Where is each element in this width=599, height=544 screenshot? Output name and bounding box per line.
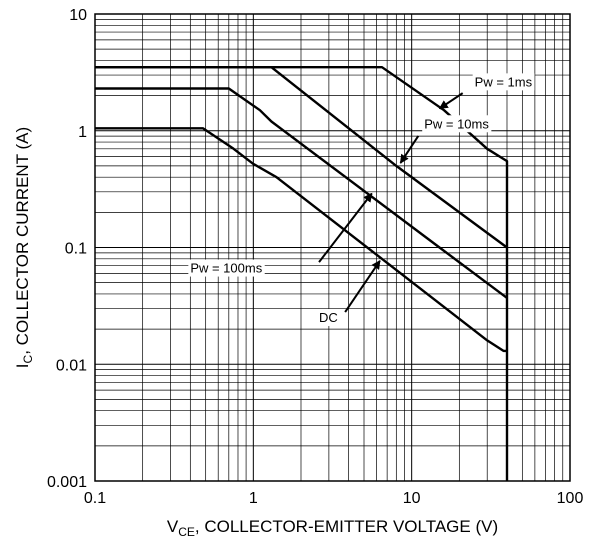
tick-label-layer: 0.1 1 10 100 10 1 0.1 0.01 0.001: [47, 7, 583, 507]
x-tick-label: 10: [403, 490, 421, 507]
series-line-dc: [95, 127, 507, 353]
annot-dc-arrow: [344, 260, 381, 313]
x-axis-title: VCE, COLLECTOR-EMITTER VOLTAGE (V): [167, 517, 498, 539]
annot-100ms-label-bg: [188, 259, 265, 277]
annot-1ms-arrow: [438, 92, 464, 110]
x-tick-label: 0.1: [84, 490, 106, 507]
annot-1ms-label-bg: [472, 73, 535, 91]
y-axis-title: IC, COLLECTOR CURRENT (A): [13, 127, 35, 368]
y-tick-label: 1: [78, 124, 87, 141]
annotation-layer: Pw = 1ms Pw = 10ms Pw = 100ms DC: [188, 73, 535, 327]
y-tick-label: 0.1: [65, 241, 87, 258]
series-line-pw-100ms: [95, 87, 508, 299]
plot-frame: [94, 13, 571, 482]
annot-10ms-arrow: [399, 135, 420, 164]
annot-1ms-label: Pw = 1ms: [475, 74, 533, 89]
annot-10ms-label-bg: [422, 115, 492, 133]
annot-10ms-label: Pw = 10ms: [424, 116, 489, 131]
annot-100ms-label: Pw = 100ms: [190, 261, 262, 276]
series-layer: [95, 65, 509, 481]
x-tick-label: 100: [557, 490, 584, 507]
annot-dc-label: DC: [319, 310, 338, 325]
annot-dc-label-bg: [317, 309, 340, 327]
x-tick-label: 1: [249, 490, 258, 507]
annot-100ms-arrow: [318, 192, 373, 263]
y-tick-label: 10: [69, 7, 87, 24]
grid-lines: [95, 14, 570, 481]
series-line-pw-10ms: [95, 65, 508, 249]
y-tick-label: 0.01: [56, 357, 87, 374]
y-tick-label: 0.001: [47, 474, 87, 491]
